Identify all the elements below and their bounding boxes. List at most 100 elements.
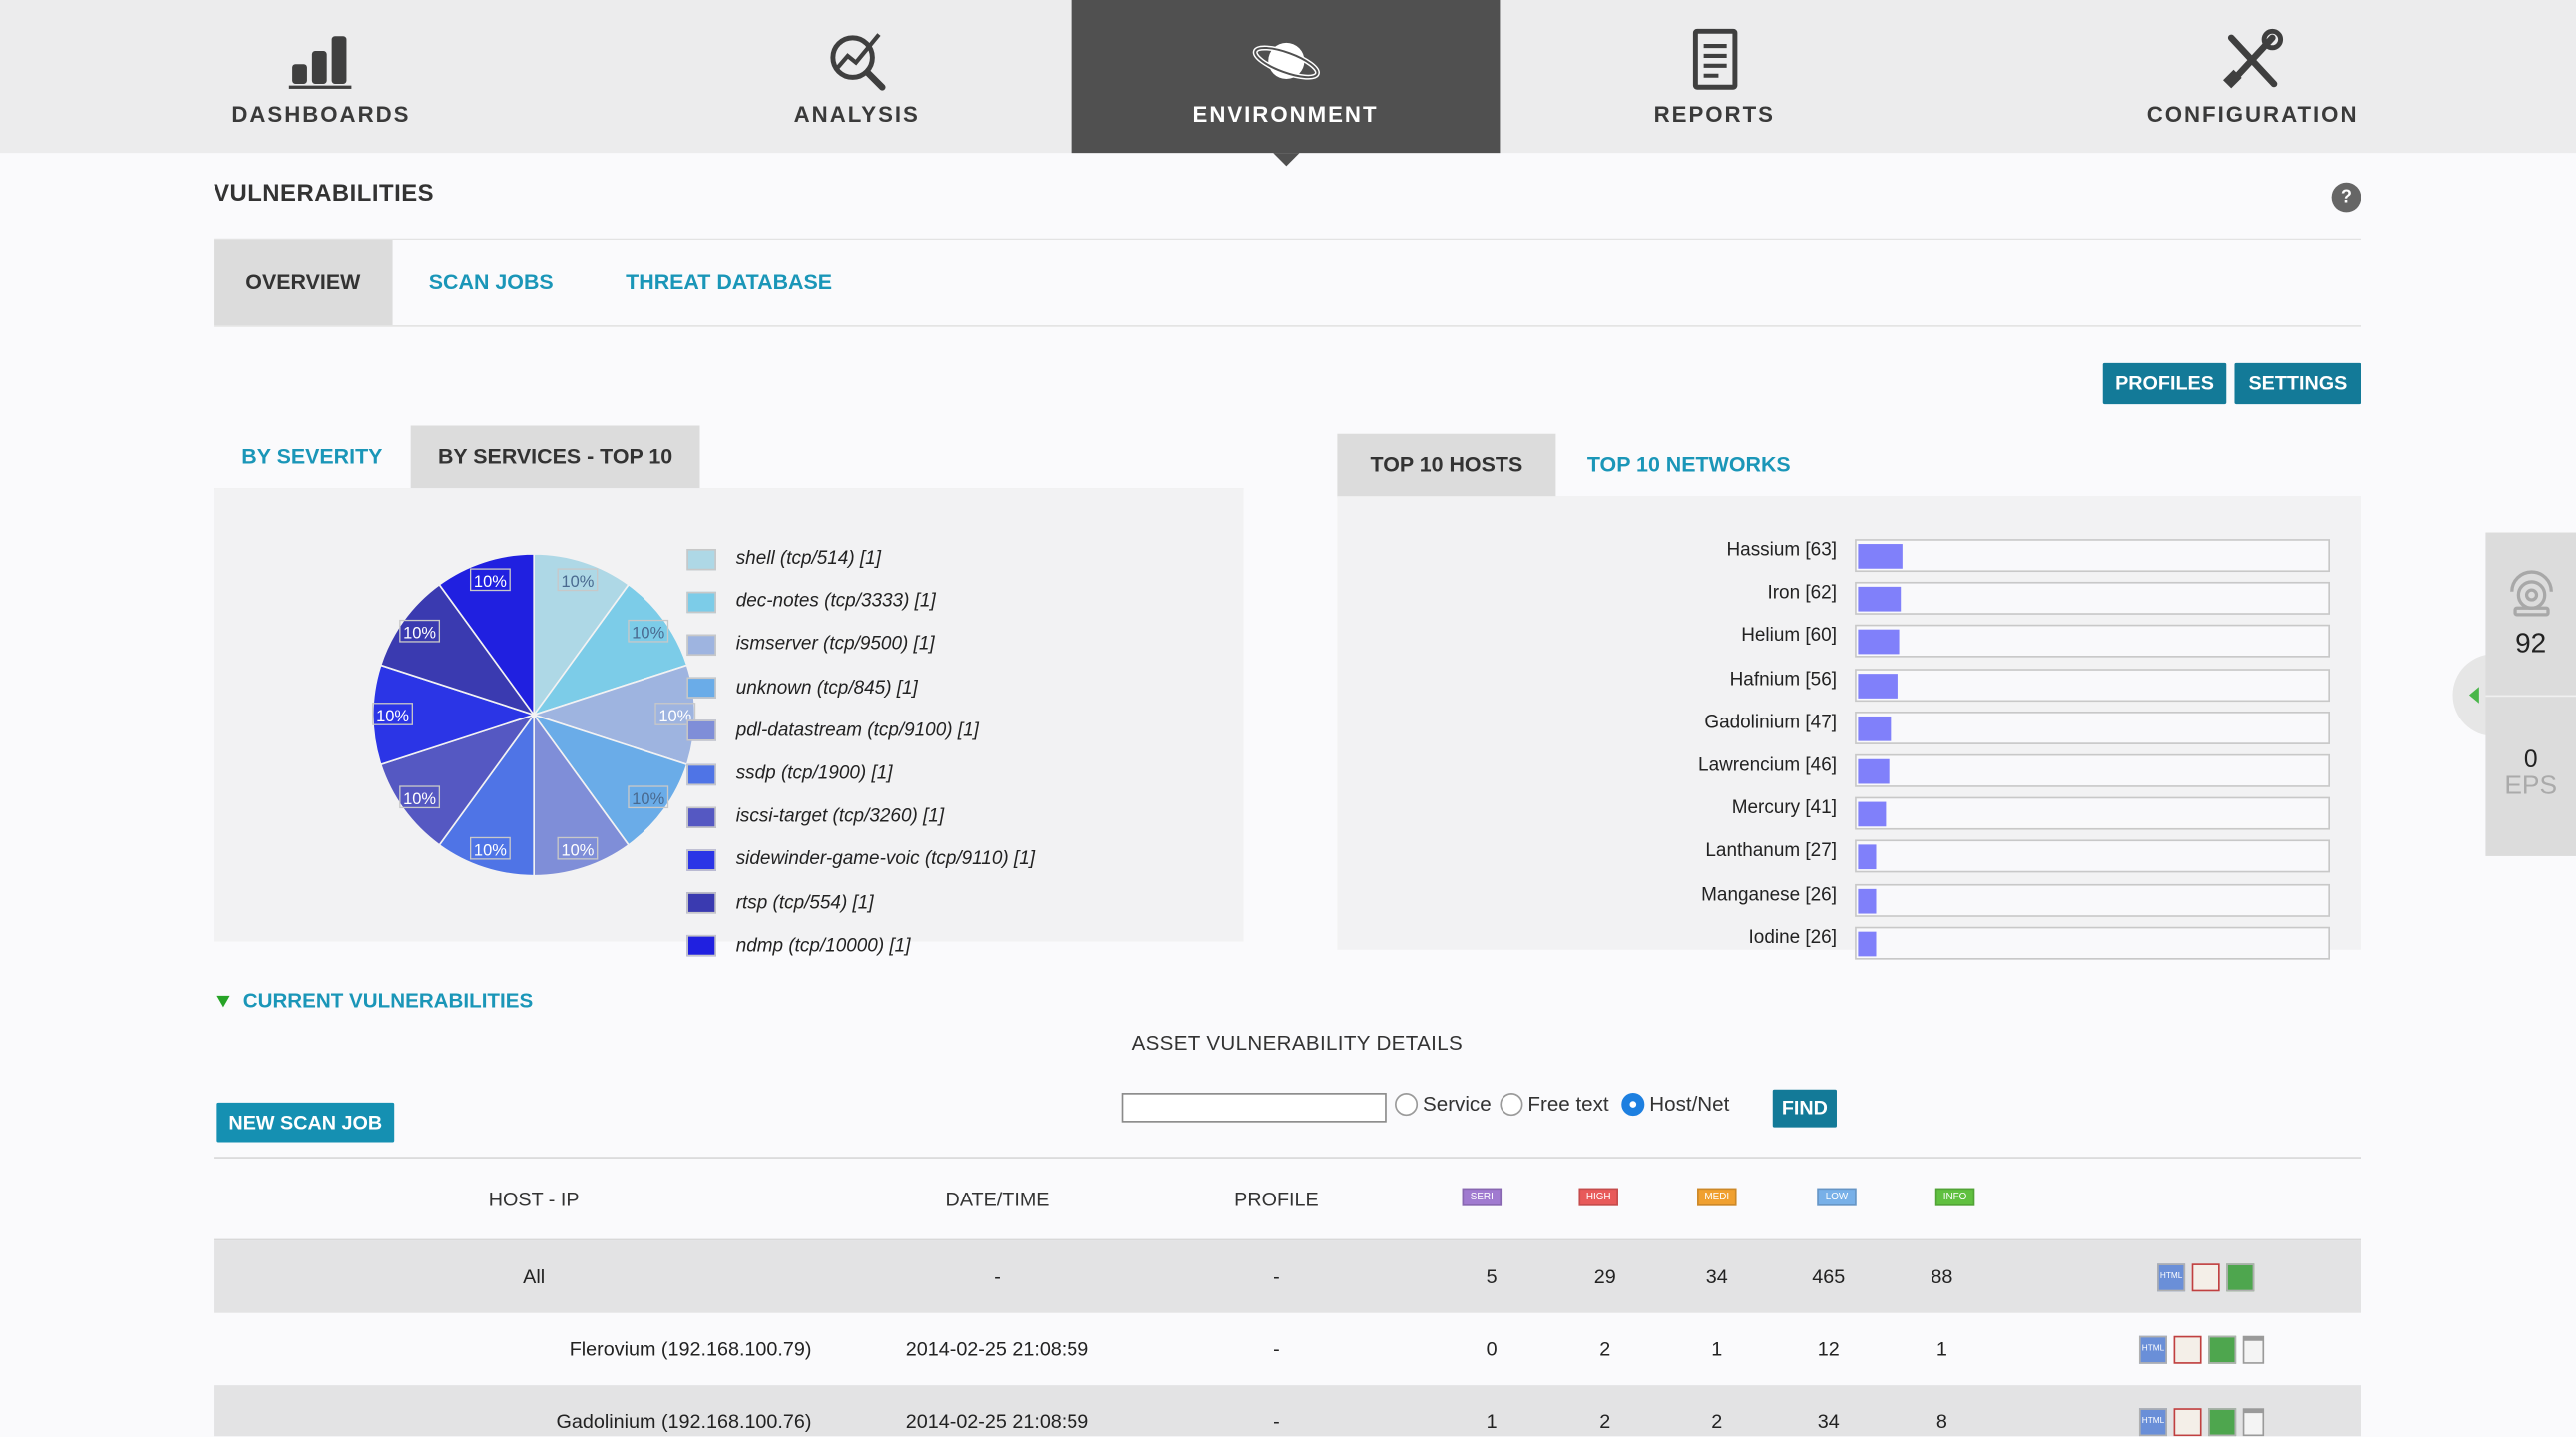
radio-free-text-dot[interactable] xyxy=(1500,1093,1523,1117)
pie-legend-item: iscsi-target (tcp/3260) [1] xyxy=(686,804,944,830)
host-bar-row[interactable]: Lanthanum [27] xyxy=(1337,840,2361,874)
cell-high: 2 xyxy=(1599,1409,1611,1433)
pie-label-box xyxy=(399,785,441,809)
pdf-export-icon[interactable] xyxy=(2173,1408,2202,1437)
nav-reports[interactable]: REPORTS xyxy=(1500,0,1929,153)
pie-slice[interactable] xyxy=(533,553,631,718)
radio-host-net-dot[interactable] xyxy=(1621,1093,1645,1117)
chart-tabs-right: TOP 10 HOSTS TOP 10 NETWORKS xyxy=(1337,433,2361,498)
host-bar-label: Iodine [26] xyxy=(1748,928,1837,948)
pie-slice[interactable] xyxy=(438,553,535,718)
pie-slice[interactable] xyxy=(438,712,535,877)
host-bar xyxy=(1858,716,1892,741)
cell-low: 465 xyxy=(1812,1264,1846,1288)
host-bar xyxy=(1858,758,1891,784)
side-divider xyxy=(2485,695,2576,698)
find-button[interactable]: FIND xyxy=(1772,1089,1837,1128)
asset-details-title: ASSET VULNERABILITY DETAILS xyxy=(1131,1032,1464,1056)
trash-icon[interactable] xyxy=(2242,1335,2265,1364)
host-bar-row[interactable]: Hafnium [56] xyxy=(1337,668,2361,702)
pie-legend-item: ndmp (tcp/10000) [1] xyxy=(686,933,910,959)
help-icon[interactable]: ? xyxy=(2331,182,2361,213)
host-bar-row[interactable]: Mercury [41] xyxy=(1337,796,2361,830)
legend-label: iscsi-target (tcp/3260) [1] xyxy=(735,806,945,827)
legend-swatch xyxy=(686,634,716,656)
profiles-button[interactable]: PROFILES xyxy=(2102,362,2227,405)
html-export-icon[interactable]: HTML xyxy=(2157,1263,2186,1292)
pdf-export-icon[interactable] xyxy=(2173,1335,2202,1364)
radio-host-net[interactable]: Host/Net xyxy=(1621,1093,1729,1117)
legend-swatch xyxy=(686,806,716,828)
current-vulnerabilities-toggle[interactable]: CURRENT VULNERABILITIES xyxy=(216,989,533,1012)
tab-top-networks[interactable]: TOP 10 NETWORKS xyxy=(1586,451,1791,477)
pie-slice-label: 10% xyxy=(403,625,436,643)
host-bar xyxy=(1858,544,1903,569)
new-scan-job-button[interactable]: NEW SCAN JOB xyxy=(216,1102,395,1143)
legend-swatch xyxy=(686,762,716,785)
col-host-ip[interactable]: HOST - IP xyxy=(488,1188,580,1211)
pie-label-box xyxy=(628,785,669,809)
nav-configuration[interactable]: CONFIGURATION xyxy=(1929,0,2576,153)
host-bar-row[interactable]: Iodine [26] xyxy=(1337,926,2361,960)
html-export-icon[interactable]: HTML xyxy=(2138,1408,2167,1437)
severity-badge-medi[interactable]: MEDI xyxy=(1697,1188,1737,1206)
host-bar xyxy=(1858,888,1877,913)
severity-badge-low[interactable]: LOW xyxy=(1817,1188,1857,1206)
pie-slice[interactable] xyxy=(379,713,537,847)
legend-swatch xyxy=(686,935,716,957)
cell-date: 2014-02-25 21:08:59 xyxy=(905,1337,1089,1361)
alarm-icon xyxy=(2510,570,2553,617)
nav-environment[interactable]: ENVIRONMENT xyxy=(1071,0,1501,167)
pie-label-box xyxy=(469,568,511,592)
table-row[interactable]: Flerovium (192.168.100.79) 2014-02-25 21:… xyxy=(214,1313,2361,1385)
severity-badge-seri[interactable]: SERI xyxy=(1462,1188,1503,1206)
col-date-time[interactable]: DATE/TIME xyxy=(945,1188,1050,1211)
excel-export-icon[interactable] xyxy=(2208,1408,2237,1437)
html-export-icon[interactable]: HTML xyxy=(2138,1335,2167,1364)
nav-dashboards[interactable]: DASHBOARDS xyxy=(0,0,643,153)
radio-service[interactable]: Service xyxy=(1395,1093,1492,1117)
severity-badge-info[interactable]: INFO xyxy=(1934,1188,1975,1206)
table-row[interactable]: Gadolinium (192.168.100.76) 2014-02-25 21… xyxy=(214,1385,2361,1437)
settings-button[interactable]: SETTINGS xyxy=(2234,362,2361,405)
host-bar-row[interactable]: Lawrencium [46] xyxy=(1337,753,2361,787)
tab-top-hosts[interactable]: TOP 10 HOSTS xyxy=(1337,433,1556,497)
tab-by-services[interactable]: BY SERVICES - TOP 10 xyxy=(410,425,700,489)
cell-profile: - xyxy=(1273,1264,1280,1288)
cell-profile: - xyxy=(1273,1337,1280,1361)
tab-scan-jobs[interactable]: SCAN JOBS xyxy=(428,269,554,294)
col-profile[interactable]: PROFILE xyxy=(1234,1188,1319,1211)
excel-export-icon[interactable] xyxy=(2226,1263,2255,1292)
host-bar-label: Lanthanum [27] xyxy=(1705,841,1837,862)
pie-slice-label: 10% xyxy=(474,842,507,860)
table-row[interactable]: All - - 5 29 34 465 88 HTML xyxy=(214,1240,2361,1313)
host-bar-row[interactable]: Gadolinium [47] xyxy=(1337,711,2361,744)
tab-threat-database[interactable]: THREAT DATABASE xyxy=(626,269,833,294)
nav-analysis[interactable]: ANALYSIS xyxy=(643,0,1072,153)
tab-overview[interactable]: OVERVIEW xyxy=(214,240,393,326)
pie-label-box xyxy=(372,703,413,725)
tab-by-severity[interactable]: BY SEVERITY xyxy=(241,443,383,469)
chart-tabs-left: BY SEVERITY BY SERVICES - TOP 10 xyxy=(214,425,1244,490)
host-bar-row[interactable]: Iron [62] xyxy=(1337,582,2361,616)
pie-legend-item: rtsp (tcp/554) [1] xyxy=(686,890,874,916)
radio-service-dot[interactable] xyxy=(1395,1093,1419,1117)
radio-free-text[interactable]: Free text xyxy=(1500,1093,1609,1117)
severity-badge-high[interactable]: HIGH xyxy=(1578,1188,1618,1206)
host-bar-row[interactable]: Hassium [63] xyxy=(1337,539,2361,573)
pie-legend-item: shell (tcp/514) [1] xyxy=(686,546,881,572)
excel-export-icon[interactable] xyxy=(2208,1335,2237,1364)
cell-medi: 34 xyxy=(1705,1264,1728,1288)
pdf-export-icon[interactable] xyxy=(2191,1263,2220,1292)
pie-slice-label: 10% xyxy=(561,573,594,591)
trash-icon[interactable] xyxy=(2242,1408,2265,1437)
search-input[interactable] xyxy=(1121,1093,1387,1123)
pie-slice[interactable] xyxy=(533,712,631,877)
eps-label: EPS xyxy=(2504,771,2558,800)
legend-swatch xyxy=(686,677,716,699)
cell-info: 1 xyxy=(1935,1337,1947,1361)
host-bar-row[interactable]: Manganese [26] xyxy=(1337,883,2361,917)
pie-slice[interactable] xyxy=(532,713,688,847)
host-bar-row[interactable]: Helium [60] xyxy=(1337,625,2361,659)
side-status-widget: 92 0 EPS xyxy=(2485,532,2576,856)
